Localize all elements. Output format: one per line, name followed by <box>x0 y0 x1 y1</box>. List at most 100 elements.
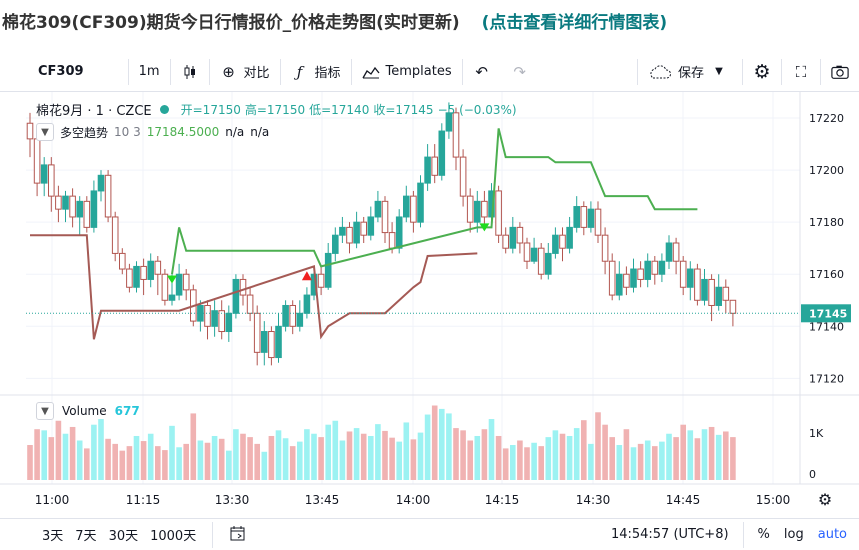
chart-area[interactable]: 17145 17120 17140 17160 17180 17200 17220 1K 0 11… <box>0 92 859 512</box>
volume-bar <box>701 429 708 480</box>
sell-signal-marker <box>479 223 490 232</box>
fullscreen-icon: ⛶ <box>795 62 807 81</box>
undo-button[interactable]: ↶ <box>463 52 501 91</box>
symbol-selector[interactable]: CF309 <box>38 64 84 79</box>
volume-bar <box>644 440 651 480</box>
indicators-button[interactable]: ƒ 指标 <box>281 52 351 91</box>
toolbar-divider <box>208 58 210 85</box>
volume-bar <box>715 434 722 480</box>
volume-bar <box>495 435 502 480</box>
volume-bar <box>147 433 154 480</box>
price-tick-label: 17220 <box>809 112 844 125</box>
range-7d-button[interactable]: 7天 <box>75 529 97 544</box>
candle-body <box>218 310 225 333</box>
time-tick-label: 14:30 <box>576 493 611 507</box>
volume-bar <box>34 429 40 480</box>
auto-toggle[interactable]: auto <box>817 527 847 542</box>
volume-bar <box>694 438 701 480</box>
indicator-na-1: n/a <box>225 125 245 139</box>
price-chart[interactable]: 17145 17120 17140 17160 17180 17200 17220 1K 0 11… <box>0 92 859 512</box>
collapse-indicator-button[interactable]: ▼ <box>36 123 54 141</box>
volume-bar <box>62 433 69 480</box>
volume-bar <box>311 433 317 480</box>
candle-body <box>701 278 708 301</box>
volume-bar <box>105 438 111 480</box>
settings-button[interactable]: ⚙ <box>743 52 781 91</box>
candle-body <box>282 304 289 327</box>
interval-selector[interactable]: 1m <box>138 64 160 79</box>
candle-body <box>225 312 233 333</box>
volume-bar <box>460 430 466 480</box>
volume-bar <box>261 451 268 480</box>
detail-chart-link[interactable]: (点击查看详细行情图表) <box>481 12 668 33</box>
candle-body <box>694 268 701 301</box>
camera-icon <box>831 63 849 81</box>
candle-body <box>403 195 410 218</box>
candlestick-icon <box>181 63 199 81</box>
fullscreen-button[interactable]: ⛶ <box>782 52 820 91</box>
volume-bar <box>417 432 424 480</box>
candle-body <box>679 260 687 288</box>
volume-bar <box>176 447 182 480</box>
volume-bar <box>389 437 395 480</box>
volume-bar <box>673 437 679 480</box>
candle-body <box>303 294 311 314</box>
range-30d-button[interactable]: 30天 <box>108 529 139 544</box>
chevron-down-icon: ▼ <box>715 66 723 77</box>
collapse-volume-button[interactable]: ▼ <box>36 402 54 420</box>
function-icon: ƒ <box>296 62 303 81</box>
volume-bar <box>325 424 331 480</box>
chart-type-button[interactable] <box>171 52 209 91</box>
screenshot-button[interactable] <box>821 52 859 91</box>
candle-body <box>76 200 84 218</box>
candle-body <box>566 226 573 249</box>
volume-bar <box>197 440 204 480</box>
compare-button[interactable]: ⊕ 对比 <box>210 52 280 91</box>
candle-body <box>715 286 723 306</box>
range-1000d-button[interactable]: 1000天 <box>150 529 197 544</box>
chart-toolbar: CF309 1m ⊕ 对比 ƒ 指标 Templates ↶ ↷ 保存 ▼ <box>0 52 859 92</box>
candle-body <box>672 242 680 262</box>
volume-bar <box>55 420 62 480</box>
candle-body <box>55 195 62 210</box>
candle-body <box>424 156 431 184</box>
volume-bar <box>169 425 175 480</box>
volume-bar <box>431 405 438 480</box>
clock-display[interactable]: 14:54:57 (UTC+8) <box>610 527 729 542</box>
change-value: −5 (−0.03%) <box>437 102 517 117</box>
volume-bar <box>559 433 566 480</box>
save-button[interactable]: 保存 ▼ <box>638 52 742 91</box>
toolbar-divider <box>169 58 171 85</box>
volume-tick-label: 1K <box>809 427 824 440</box>
volume-bar <box>538 446 544 480</box>
candle-body <box>708 278 715 306</box>
indicator-params: 10 3 <box>114 125 141 139</box>
cloud-icon <box>648 63 672 81</box>
candle-body <box>246 294 254 314</box>
volume-bar <box>289 446 296 480</box>
volume-label: Volume <box>62 404 107 418</box>
redo-button[interactable]: ↷ <box>501 52 539 91</box>
volume-bar <box>98 419 104 480</box>
volume-bar <box>76 440 83 480</box>
range-3d-button[interactable]: 3天 <box>42 529 64 544</box>
time-tick-label: 14:15 <box>485 493 520 507</box>
volume-bar <box>240 433 246 480</box>
volume-bar <box>545 437 552 480</box>
volume-bar <box>666 433 672 480</box>
log-toggle[interactable]: log <box>783 527 804 542</box>
volume-bar <box>112 443 118 480</box>
candle-body <box>204 304 211 327</box>
candle-body <box>630 268 637 288</box>
volume-bar <box>297 441 303 480</box>
goto-date-button[interactable] <box>223 524 253 545</box>
volume-bar <box>190 413 197 480</box>
bottom-divider <box>212 521 214 548</box>
templates-button[interactable]: Templates <box>352 52 462 91</box>
candle-body <box>516 226 524 244</box>
percent-toggle[interactable]: % <box>757 527 770 542</box>
candle-body <box>651 260 659 275</box>
candle-body <box>353 221 360 244</box>
volume-bar <box>552 430 559 480</box>
axis-settings-gear-icon[interactable]: ⚙ <box>818 490 832 509</box>
